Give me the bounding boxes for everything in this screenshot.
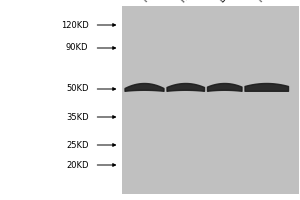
Text: Kidney: Kidney (141, 0, 166, 4)
Text: 20KD: 20KD (66, 160, 88, 170)
Text: 90KD: 90KD (66, 44, 88, 52)
Text: Kidney: Kidney (256, 0, 282, 4)
Text: Heart: Heart (178, 0, 200, 4)
Text: 120KD: 120KD (61, 21, 88, 29)
Bar (122, 6, 298, 194)
Text: 35KD: 35KD (66, 112, 88, 121)
Text: 25KD: 25KD (66, 140, 88, 149)
Text: 50KD: 50KD (66, 84, 88, 93)
Text: Brain: Brain (217, 0, 238, 4)
